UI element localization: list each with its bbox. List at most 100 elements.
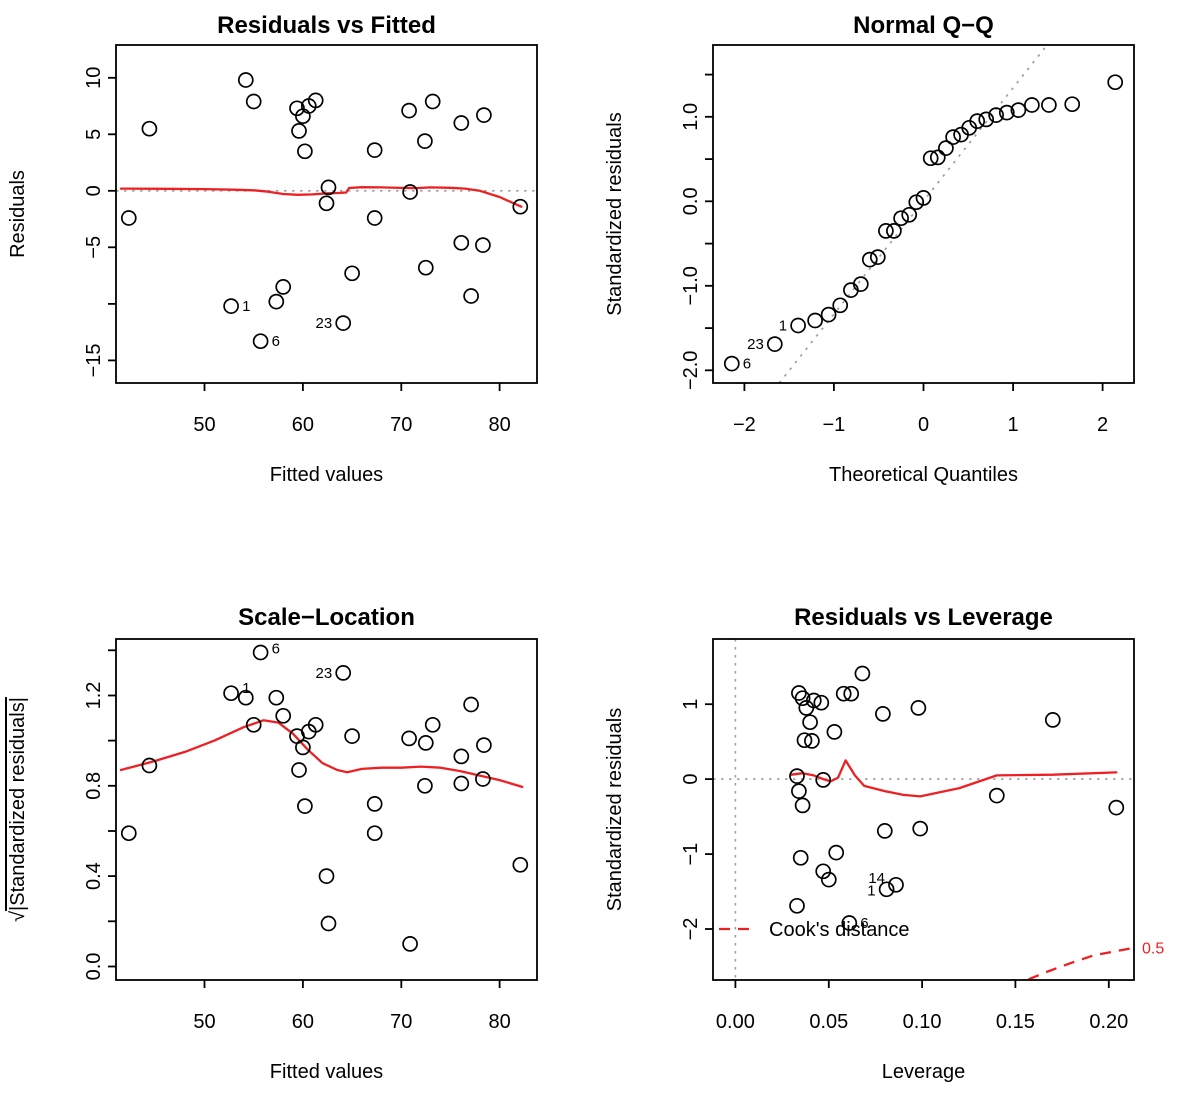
data-point — [289, 100, 305, 117]
data-point — [1064, 96, 1081, 113]
point-id-label: 1 — [867, 882, 875, 899]
data-point — [998, 104, 1015, 121]
data-point — [723, 355, 740, 372]
cooks-distance-contour — [1028, 946, 1135, 981]
smoother-line — [119, 719, 524, 789]
data-point — [237, 689, 254, 706]
y-tick-label: −1.0 — [680, 266, 702, 305]
data-point — [453, 748, 470, 765]
data-point — [402, 184, 418, 200]
data-point — [307, 92, 324, 109]
data-point — [476, 737, 492, 753]
data-point — [252, 333, 269, 350]
data-point — [1107, 74, 1124, 91]
point-id-label: 23 — [747, 336, 764, 353]
data-point — [512, 856, 529, 873]
data-point — [912, 820, 929, 837]
data-point — [268, 293, 285, 310]
point-id-label: 14 — [868, 870, 885, 887]
data-point — [791, 783, 807, 799]
panel-title: Normal Q−Q — [853, 12, 994, 39]
data-point — [297, 143, 313, 160]
x-tick-label: 0.10 — [903, 1011, 942, 1033]
data-point — [893, 210, 909, 227]
data-point — [861, 251, 878, 268]
x-tick-label: 60 — [292, 414, 314, 436]
x-tick-label: 80 — [488, 1011, 510, 1033]
data-point — [835, 685, 852, 702]
y-tick-label: −5 — [83, 236, 105, 259]
point-id-label: 1 — [779, 318, 787, 335]
x-tick-label: 0.15 — [996, 1011, 1035, 1033]
data-point — [245, 716, 262, 733]
data-point — [402, 936, 418, 952]
data-point — [875, 706, 891, 722]
x-tick-label: 60 — [292, 1011, 314, 1033]
panel-title: Residuals vs Leverage — [794, 604, 1053, 631]
x-tick-label: 0.05 — [809, 1011, 848, 1033]
x-tick-label: 70 — [390, 414, 412, 436]
data-point — [790, 317, 806, 334]
plot-box — [115, 638, 538, 981]
point-id-label: 6 — [272, 641, 280, 658]
data-point — [794, 797, 811, 814]
data-point — [888, 876, 904, 893]
data-point — [275, 707, 292, 724]
panel-residuals-vs-fitted: 50 60 70 80 −15 −5 0 5 10 Residuals vs Fitted Fitt… — [0, 0, 597, 550]
data-point — [453, 775, 470, 792]
y-tick-label: 0.4 — [83, 862, 105, 890]
point-id-label: 1 — [242, 298, 250, 315]
x-tick-label: 80 — [488, 414, 510, 436]
data-point — [245, 93, 262, 110]
data-point — [268, 689, 285, 706]
x-tick-label: 0 — [918, 414, 929, 436]
data-point — [366, 825, 383, 842]
x-axis-label: Leverage — [882, 1061, 965, 1083]
y-axis-label: √|Standardized residuals| — [7, 697, 29, 922]
data-point — [120, 825, 137, 842]
data-point — [886, 223, 902, 239]
point-id-label: 6 — [860, 915, 868, 932]
data-point — [791, 685, 807, 701]
data-point — [295, 739, 311, 756]
data-point — [794, 690, 811, 707]
data-point — [512, 198, 529, 215]
y-tick-label: 0 — [680, 774, 702, 785]
data-point — [869, 249, 886, 265]
data-point — [417, 777, 433, 794]
data-point — [320, 915, 337, 932]
data-point — [1024, 97, 1040, 113]
data-point — [878, 881, 895, 898]
y-tick-label: 0.8 — [83, 772, 105, 800]
data-point — [852, 276, 869, 292]
data-point — [789, 768, 805, 784]
data-point — [291, 123, 307, 139]
data-point — [1041, 97, 1057, 113]
data-point — [802, 714, 818, 731]
data-point — [275, 279, 292, 295]
y-tick-label: 10 — [83, 67, 105, 89]
data-point — [796, 732, 813, 749]
data-point — [335, 665, 352, 681]
y-tick-label: −1 — [680, 843, 702, 866]
plot-box — [712, 638, 1135, 981]
data-point — [476, 107, 492, 123]
data-point — [815, 772, 832, 788]
data-point — [344, 728, 360, 744]
x-tick-label: 50 — [193, 414, 215, 436]
point-id-label: 6 — [272, 333, 280, 350]
data-point — [929, 149, 946, 166]
data-point — [463, 696, 479, 713]
point-id-label: 1 — [242, 680, 250, 697]
data-point — [1108, 799, 1125, 816]
data-point — [969, 113, 986, 129]
data-point — [828, 844, 845, 861]
x-tick-label: 1 — [1008, 414, 1019, 436]
panel-normal-qq: −2 −1 0 1 2 −2.0 −1.0 0.0 1.0 Normal Q−Q Theoretic… — [597, 0, 1194, 550]
y-tick-label: 0.0 — [680, 187, 702, 215]
y-axis-label: Residuals — [7, 170, 29, 258]
panel-residuals-vs-leverage: Cook's distance 0.00 0.05 0.10 0.15 0.20 −2 −1 0… — [597, 550, 1194, 1101]
contour-level-label: 0.5 — [1142, 941, 1164, 958]
data-point — [807, 312, 823, 329]
